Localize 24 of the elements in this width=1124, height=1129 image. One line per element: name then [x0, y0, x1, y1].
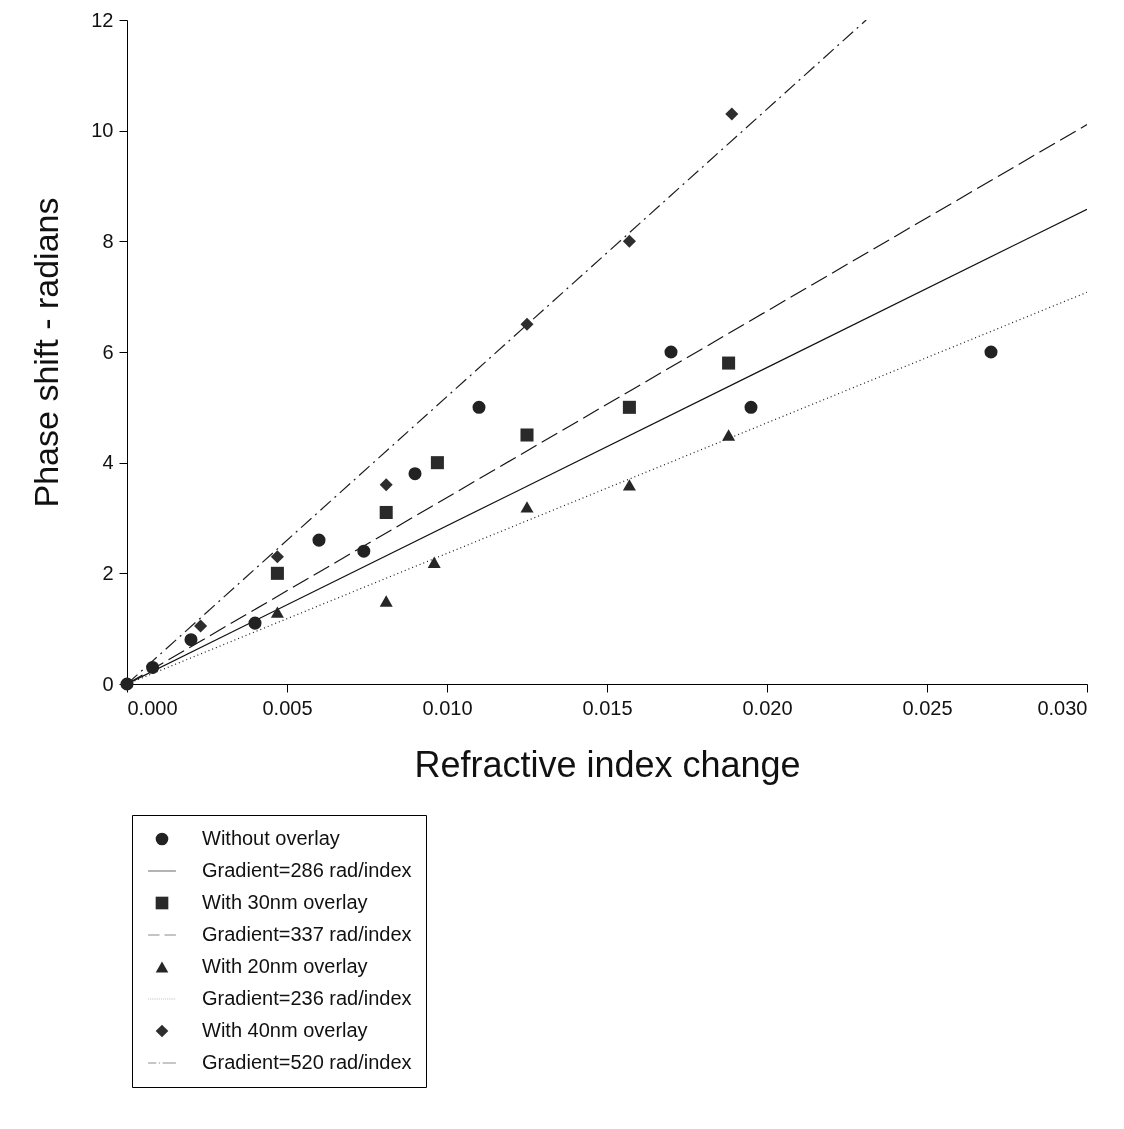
y-tick-label: 8	[102, 229, 114, 252]
legend-label: Gradient=236 rad/index	[202, 987, 412, 1009]
legend-label: Without overlay	[202, 827, 340, 849]
x-tick-label: 0.005	[262, 696, 313, 719]
y-tick-label: 6	[102, 340, 114, 363]
x-tick-label: 0.010	[422, 696, 473, 719]
y-axis-title: Phase shift - radians	[27, 197, 66, 508]
legend-label: Gradient=286 rad/index	[202, 859, 412, 881]
y-tick-label: 12	[91, 8, 114, 31]
legend-label: Gradient=337 rad/index	[202, 923, 412, 945]
y-tick-label: 10	[91, 119, 114, 142]
y-tick-label: 4	[102, 451, 114, 474]
legend-label: With 40nm overlay	[202, 1019, 368, 1041]
x-tick-label: 0.015	[582, 696, 633, 719]
legend-label: With 30nm overlay	[202, 891, 368, 913]
x-tick-label: 0.020	[742, 696, 793, 719]
x-axis-title: Refractive index change	[414, 743, 801, 785]
y-tick-label: 0	[102, 672, 114, 695]
x-tick-label: 0.000	[127, 696, 178, 719]
y-tick-label: 2	[102, 561, 114, 584]
legend-label: With 20nm overlay	[202, 955, 368, 977]
x-tick-label: 0.025	[902, 696, 953, 719]
legend-label: Gradient=520 rad/index	[202, 1051, 412, 1073]
x-tick-label: 0.030	[1037, 696, 1088, 719]
